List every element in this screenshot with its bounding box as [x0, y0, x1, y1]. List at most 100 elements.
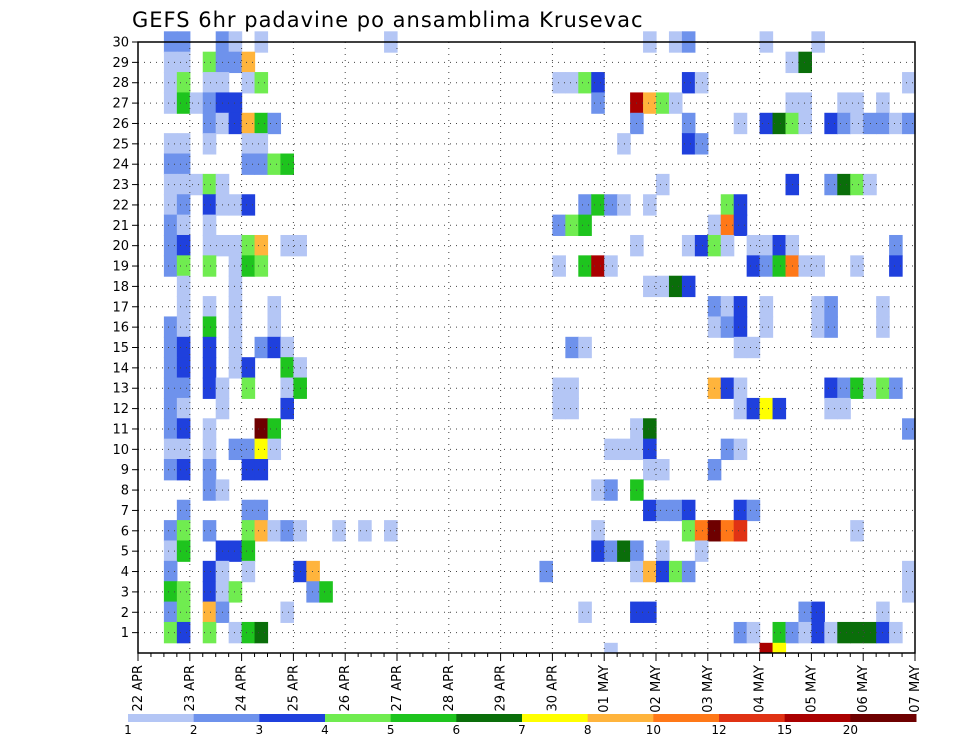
- heatmap-cell: [280, 336, 294, 359]
- heatmap-cell: [720, 214, 735, 236]
- heatmap-cell: [241, 153, 256, 175]
- x-tick-label: 23 APR: [183, 665, 198, 711]
- heatmap-cell: [163, 336, 178, 359]
- y-tick-label: 24: [112, 158, 129, 173]
- colorbar-label: 20: [843, 723, 858, 737]
- x-tick-label: 05 MAY: [804, 665, 819, 713]
- heatmap-cell: [267, 438, 282, 461]
- heatmap-cell: [176, 255, 191, 277]
- heatmap-cell: [694, 234, 709, 257]
- x-tick-label: 01 MAY: [597, 665, 612, 713]
- heatmap-cell: [759, 112, 774, 135]
- heatmap-cell: [617, 194, 631, 216]
- heatmap-cell: [733, 296, 748, 318]
- heatmap-cell: [280, 377, 294, 399]
- heatmap-cell: [772, 255, 787, 277]
- heatmap-cell: [759, 296, 774, 318]
- heatmap-cell: [746, 234, 761, 257]
- y-tick-label: 13: [112, 382, 129, 397]
- heatmap-cell: [798, 51, 812, 74]
- heatmap-cell: [694, 133, 709, 155]
- heatmap-cell: [202, 581, 217, 603]
- colorbar-label: 6: [453, 723, 461, 737]
- heatmap-cell: [656, 540, 670, 562]
- colorbar-label: 5: [387, 723, 395, 737]
- heatmap-cell: [798, 255, 812, 277]
- heatmap-cell: [889, 255, 903, 277]
- y-tick-label: 30: [112, 36, 129, 51]
- heatmap-cell: [163, 51, 178, 74]
- heatmap-cell: [241, 499, 256, 522]
- heatmap-cell: [202, 418, 217, 440]
- heatmap-cell: [254, 112, 269, 135]
- heatmap-cell: [163, 377, 178, 399]
- colorbar-swatch: [653, 714, 720, 722]
- y-tick-label: 29: [112, 56, 129, 71]
- heatmap-cell: [617, 540, 631, 562]
- heatmap-cell: [837, 397, 851, 420]
- heatmap-cell: [176, 194, 191, 216]
- heatmap-cell: [176, 540, 191, 562]
- heatmap-cell: [163, 418, 178, 440]
- x-tick-label: 02 MAY: [649, 665, 664, 713]
- heatmap-cell: [202, 234, 217, 257]
- heatmap-cell: [578, 72, 592, 94]
- heatmap-cell: [720, 438, 735, 461]
- heatmap-cell: [565, 397, 579, 420]
- heatmap-cell: [720, 316, 735, 338]
- heatmap-cell: [319, 581, 333, 603]
- heatmap-cell: [902, 112, 916, 135]
- heatmap-cell: [228, 438, 243, 461]
- heatmap-cell: [254, 621, 269, 644]
- heatmap-cell: [241, 438, 256, 461]
- heatmap-cell: [889, 234, 903, 257]
- heatmap-cell: [163, 601, 178, 623]
- heatmap-cell: [759, 642, 774, 653]
- heatmap-cell: [668, 560, 683, 583]
- heatmap-cell: [746, 336, 761, 359]
- heatmap-cell: [163, 520, 178, 542]
- heatmap-cell: [850, 173, 864, 196]
- heatmap-cell: [176, 601, 191, 623]
- heatmap-cell: [811, 621, 825, 644]
- heatmap-cell: [643, 459, 657, 481]
- heatmap-cell: [254, 153, 269, 175]
- heatmap-cell: [772, 112, 787, 135]
- heatmap-cell: [254, 418, 269, 440]
- heatmap-cell: [189, 173, 204, 196]
- colorbar-label: 10: [646, 723, 661, 737]
- heatmap-cell: [811, 316, 825, 338]
- heatmap-cell: [228, 194, 243, 216]
- heatmap-cell: [163, 316, 178, 338]
- heatmap-cell: [202, 194, 217, 216]
- heatmap-cell: [254, 234, 269, 257]
- heatmap-cell: [254, 520, 269, 542]
- heatmap-cell: [202, 112, 217, 135]
- y-tick-label: 27: [112, 97, 129, 112]
- colorbar-legend: 1 2 3 4 5 6 7 8 10 12 15 20: [124, 714, 917, 737]
- heatmap-cell: [850, 377, 864, 399]
- heatmap-cell: [228, 92, 243, 114]
- heatmap-cell: [591, 520, 605, 542]
- y-axis: 1234567891011121314151617181920212223242…: [112, 36, 138, 641]
- heatmap-cell: [228, 255, 243, 277]
- heatmap-cell: [176, 234, 191, 257]
- heatmap-cell: [733, 336, 748, 359]
- heatmap-cell: [643, 601, 657, 623]
- heatmap-cell: [863, 112, 877, 135]
- colorbar-swatch: [719, 714, 786, 722]
- heatmap-cell: [267, 418, 282, 440]
- x-tick-label: 07 MAY: [908, 665, 923, 713]
- heatmap-cell: [241, 112, 256, 135]
- colorbar-label: 2: [190, 723, 198, 737]
- y-tick-label: 28: [112, 76, 129, 91]
- heatmap-cell: [656, 173, 670, 196]
- heatmap-cell: [837, 621, 851, 644]
- x-tick-label: 27 APR: [390, 665, 405, 711]
- heatmap-cell: [552, 255, 566, 277]
- heatmap-cell: [202, 357, 217, 379]
- heatmap-cell: [798, 621, 812, 644]
- heatmap-cell: [578, 255, 592, 277]
- heatmap-cell: [163, 214, 178, 236]
- y-tick-label: 8: [121, 484, 129, 499]
